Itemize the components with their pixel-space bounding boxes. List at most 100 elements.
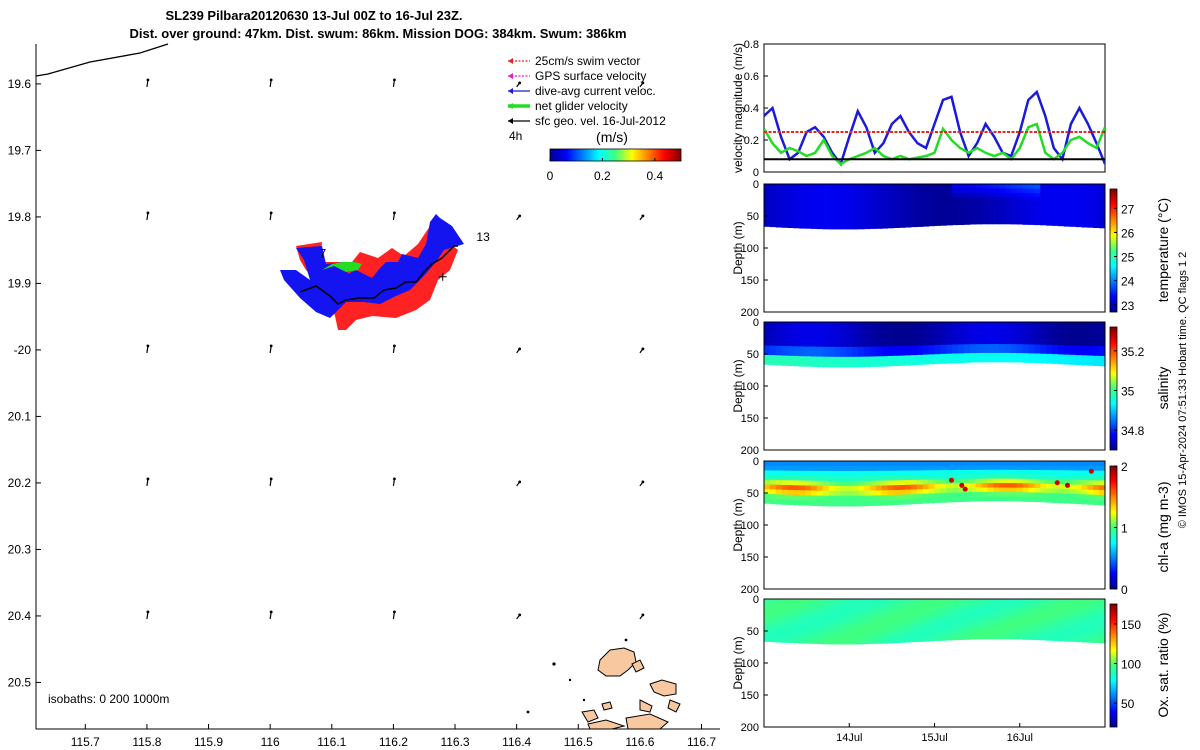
heatmap-cell: [799, 336, 806, 343]
heatmap-cell: [1034, 211, 1041, 217]
heatmap-cell: [840, 223, 847, 230]
heatmap-cell: [981, 330, 988, 336]
heatmap-cell: [834, 604, 842, 610]
heatmap-cell: [922, 354, 930, 360]
heatmap-cell: [1028, 492, 1036, 498]
heatmap-cell: [781, 499, 789, 505]
heatmap-cell: [1052, 626, 1059, 632]
heatmap-cell: [799, 223, 806, 229]
heatmap-cell: [1046, 617, 1053, 623]
heatmap-cell: [1046, 349, 1053, 355]
heatmap-cell: [1058, 197, 1065, 204]
velocity-y-tick-label: 0.6: [744, 71, 759, 83]
heatmap-cell: [1058, 207, 1065, 213]
heatmap-cell: [934, 608, 941, 614]
heatmap-cell: [969, 219, 977, 225]
heatmap-cell: [963, 461, 971, 467]
heatmap-cell: [969, 330, 977, 336]
heatmap-cell: [963, 603, 971, 609]
heatmap-cell: [1052, 608, 1059, 614]
heatmap-cell: [1075, 484, 1083, 490]
heatmap-cell: [828, 618, 836, 625]
heatmap-cell: [987, 357, 994, 363]
heatmap-cell: [764, 465, 771, 471]
heatmap-cell: [805, 480, 812, 487]
heatmap-cell: [875, 356, 883, 362]
heatmap-cell: [1016, 330, 1024, 336]
heatmap-cell: [946, 211, 953, 217]
heatmap-cell: [1040, 188, 1047, 194]
heatmap-cell: [822, 223, 830, 230]
heatmap-cell: [828, 633, 836, 640]
heatmap-cell: [852, 193, 859, 200]
heatmap-cell: [1028, 634, 1036, 640]
heatmap-cell: [1052, 202, 1059, 208]
heatmap-cell: [1040, 465, 1047, 471]
heatmap-cell: [1034, 608, 1041, 614]
heatmap-cell: [828, 346, 836, 353]
heatmap-cell: [1075, 470, 1083, 476]
heatmap-cell: [1010, 478, 1018, 484]
heatmap-cell: [1087, 198, 1094, 204]
heatmap-cell: [887, 208, 894, 214]
heatmap-cell: [1099, 613, 1105, 620]
heatmap-cell: [981, 348, 988, 354]
heatmap-cell: [834, 471, 842, 477]
heatmap-cell: [969, 625, 977, 631]
heatmap-cell: [911, 470, 918, 476]
heatmap-cell: [764, 622, 771, 628]
heatmap-cell: [852, 322, 859, 328]
geo-velocity-arrows: [146, 78, 645, 620]
heatmap-cell: [1005, 214, 1012, 220]
profile-colorbar-tick-label: 0: [1121, 583, 1128, 597]
heatmap-cell: [1093, 360, 1100, 366]
heatmap-cell: [922, 345, 930, 351]
heatmap-cell: [905, 622, 912, 629]
heatmap-cell: [863, 198, 871, 205]
heatmap-cell: [799, 331, 806, 338]
heatmap-cell: [881, 461, 889, 467]
heatmap-cell: [1063, 608, 1071, 614]
geo-arrow-head: [146, 477, 150, 481]
heatmap-cell: [993, 197, 1000, 203]
heatmap-cell: [840, 480, 847, 487]
heatmap-cell: [1069, 461, 1077, 467]
heatmap-cell: [822, 198, 830, 205]
heatmap-cell: [811, 198, 818, 205]
heatmap-cell: [893, 499, 900, 505]
heatmap-cell: [969, 215, 977, 221]
heatmap-cell: [905, 198, 912, 204]
heatmap-cell: [905, 637, 912, 643]
heatmap-cell: [952, 215, 959, 221]
heatmap-cell: [881, 599, 889, 605]
heatmap-cell: [1058, 488, 1065, 494]
heatmap-cell: [822, 189, 830, 195]
heatmap-cell: [1087, 188, 1094, 195]
heatmap-cell: [781, 360, 789, 366]
heatmap-cell: [887, 465, 894, 472]
heatmap-cell: [1005, 496, 1012, 502]
glider-track: [299, 245, 458, 305]
heatmap-cell: [1069, 188, 1077, 194]
heatmap-cell: [764, 221, 771, 227]
heatmap-cell: [1046, 635, 1053, 641]
map-colorbar-title: (m/s): [596, 129, 628, 145]
heatmap-cell: [999, 344, 1006, 350]
heatmap-cell: [875, 465, 883, 472]
heatmap-cell: [805, 188, 812, 195]
heatmap-cell: [1087, 613, 1094, 619]
heatmap-cell: [969, 192, 977, 198]
heatmap-cell: [1093, 184, 1100, 190]
heatmap-cell: [846, 223, 853, 230]
heatmap-cell: [899, 637, 906, 643]
heatmap-cell: [987, 330, 994, 336]
heatmap-cell: [1052, 599, 1059, 605]
heatmap-cell: [958, 206, 965, 212]
heatmap-cell: [787, 480, 794, 486]
heatmap-cell: [963, 616, 971, 622]
heatmap-cell: [1063, 498, 1071, 504]
heatmap-cell: [846, 609, 853, 615]
heatmap-cell: [769, 475, 777, 481]
heatmap-cell: [1005, 469, 1012, 475]
